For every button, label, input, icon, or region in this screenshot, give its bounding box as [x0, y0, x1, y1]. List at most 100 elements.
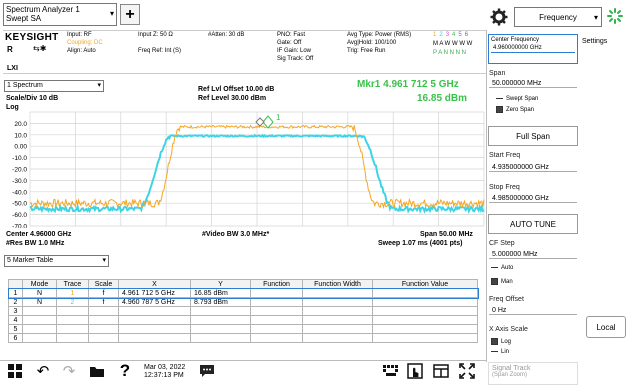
table-row[interactable]: 4	[8, 315, 478, 325]
ref-level-label: Ref Level 30.00 dBm	[198, 95, 267, 102]
table-cell: 4.961 712 5 GHz	[118, 288, 191, 298]
freq-offset-field[interactable]: 0 Hz	[489, 307, 577, 315]
spectrum-graph[interactable]: 20.0 10.0 0.00 -10.0 -20.0 -30.0 -40.0 -50.0 -60…	[0, 110, 486, 228]
redo-icon[interactable]: ↷	[62, 363, 76, 380]
signal-track-softkey[interactable]: Signal Track (Span Zoom)	[488, 362, 578, 385]
input-z-value: Input Z: 50 Ω	[138, 32, 173, 38]
avg-type-value: Avg Type: Power (RMS)	[347, 32, 412, 38]
col-y: Y	[190, 279, 251, 289]
col-x: X	[118, 279, 191, 289]
table-cell	[302, 315, 373, 325]
gear-icon[interactable]	[488, 6, 510, 28]
table-cell: 3	[8, 306, 23, 316]
center-freq-label: Center 4.96000 GHz	[6, 231, 72, 238]
table-cell	[302, 333, 373, 343]
gate-value: Gate: Off	[277, 40, 302, 46]
table-cell	[372, 288, 478, 298]
marker-table-select[interactable]: 5 Marker Table ▾	[4, 255, 109, 267]
align-value: Align: Auto	[67, 48, 96, 54]
table-cell: 2	[56, 297, 89, 307]
keyboard-icon[interactable]	[382, 362, 400, 380]
folder-icon[interactable]	[88, 362, 106, 380]
table-cell	[250, 324, 303, 334]
table-row[interactable]: 3	[8, 306, 478, 316]
spectrum-window-select[interactable]: 1 Spectrum ▾	[4, 80, 104, 92]
table-cell	[118, 315, 191, 325]
marker-1[interactable]: 1	[262, 113, 281, 129]
table-row[interactable]: 1 N 1 f 4.961 712 5 GHz 16.85 dBm	[7, 287, 479, 299]
stop-freq-label: Stop Freq	[489, 184, 520, 191]
swept-span-option[interactable]: Swept Span	[496, 96, 538, 103]
add-window-button[interactable]: +	[120, 4, 140, 25]
y-tick-label: 10.0	[14, 132, 27, 139]
table-cell	[22, 315, 57, 325]
y-tick-label: -30.0	[12, 178, 27, 185]
table-cell	[372, 333, 478, 343]
chevron-down-icon: ▾	[102, 257, 106, 264]
table-cell: 6	[8, 333, 23, 343]
start-freq-field[interactable]: 4.935000000 GHz	[489, 164, 577, 172]
span-value-field[interactable]: 50.000000 MHz	[489, 80, 577, 88]
table-cell	[250, 315, 303, 325]
y-tick-label: -50.0	[12, 201, 27, 208]
center-freq-softkey[interactable]: Center Frequency 4.960000000 GHz	[488, 34, 578, 64]
table-cell	[250, 306, 303, 316]
zero-span-option[interactable]: Zero Span	[496, 106, 534, 114]
table-row[interactable]: 2 N 2 f 4.960 787 5 GHz 8.793 dBm	[8, 297, 478, 307]
col-function-value: Function Value	[372, 279, 478, 289]
ref-offset-label: Ref Lvl Offset 10.00 dB	[198, 86, 275, 93]
menu-select[interactable]: Frequency ▾	[514, 7, 602, 27]
table-cell	[22, 324, 57, 334]
span-label: Span 50.00 MHz	[420, 231, 473, 238]
window-title: Spectrum Analyzer 1	[6, 5, 80, 14]
video-bw-label: #Video BW 3.0 MHz*	[202, 231, 270, 238]
col-index	[8, 279, 23, 289]
coupling-value: Coupling: DC	[67, 40, 103, 46]
table-cell: 1	[56, 288, 89, 298]
cf-man-option[interactable]: Man	[491, 278, 513, 286]
table-cell	[372, 306, 478, 316]
local-button[interactable]: Local	[586, 316, 626, 338]
chevron-down-icon: ▾	[109, 9, 114, 18]
table-cell	[250, 333, 303, 343]
help-icon[interactable]: ?	[119, 361, 131, 380]
table-cell	[372, 324, 478, 334]
pno-value: PNO: Fast	[277, 32, 306, 38]
marker-table: Mode Trace Scale X Y Function Function W…	[7, 279, 479, 343]
lin-option[interactable]: Lin	[491, 349, 509, 356]
y-tick-label: 20.0	[14, 121, 27, 128]
fullscreen-icon[interactable]	[458, 362, 476, 380]
col-function: Function	[250, 279, 303, 289]
span-softkey-label: Span	[489, 70, 506, 77]
touch-icon[interactable]	[406, 362, 424, 380]
table-row[interactable]: 5	[8, 324, 478, 334]
cf-step-label: CF Step	[489, 240, 515, 247]
undo-icon[interactable]: ↶	[36, 363, 50, 380]
avg-hold-value: Avg|Hold: 100/100	[347, 40, 397, 46]
trace-num-1: 1	[433, 32, 437, 38]
res-bw-label: #Res BW 1.0 MHz	[6, 240, 65, 247]
cf-auto-option[interactable]: Auto	[491, 265, 513, 272]
table-row[interactable]: 6	[8, 333, 478, 343]
marker-2[interactable]	[255, 117, 265, 127]
window-select[interactable]: Spectrum Analyzer 1 Swept SA ▾	[3, 3, 117, 26]
settings-tab[interactable]: Settings	[582, 38, 608, 45]
table-cell	[56, 306, 89, 316]
windows-icon[interactable]	[6, 362, 24, 380]
sig-track-value: Sig Track: Off	[277, 56, 314, 62]
auto-tune-button[interactable]: AUTO TUNE	[488, 214, 578, 234]
stop-freq-field[interactable]: 4.985000000 GHz	[489, 195, 577, 203]
chat-icon[interactable]	[198, 362, 216, 380]
log-option[interactable]: Log	[491, 338, 511, 346]
lxi-indicator: LXI	[7, 65, 18, 72]
table-cell	[302, 324, 373, 334]
full-span-button[interactable]: Full Span	[488, 126, 578, 146]
scale-div-label: Scale/Div 10 dB	[6, 95, 59, 102]
y-tick-label: -40.0	[12, 189, 27, 196]
cf-step-field[interactable]: 5.000000 MHz	[489, 251, 577, 259]
window-layout-icon[interactable]	[432, 362, 450, 380]
col-scale: Scale	[88, 279, 119, 289]
table-cell	[22, 333, 57, 343]
y-tick-label: -20.0	[12, 167, 27, 174]
table-cell	[88, 306, 119, 316]
